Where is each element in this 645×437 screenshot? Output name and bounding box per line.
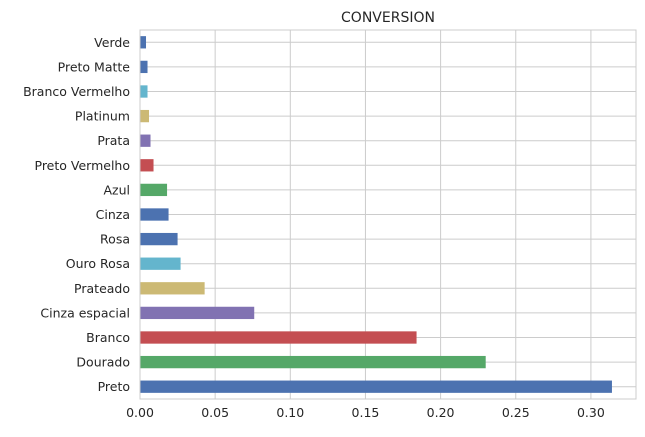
bar-preto-vermelho bbox=[140, 159, 154, 172]
x-tick-labels: 0.00 0.05 0.10 0.15 0.20 0.25 0.30 bbox=[126, 405, 605, 420]
y-tick-label: Platinum bbox=[75, 109, 130, 124]
bars-layer bbox=[140, 36, 612, 393]
bar-preto-matte bbox=[140, 60, 148, 74]
bar-platinum bbox=[140, 109, 150, 123]
bar-verde bbox=[140, 36, 147, 49]
y-tick-label: Preto Matte bbox=[58, 59, 131, 74]
bar-azul bbox=[140, 183, 168, 197]
y-tick-label: Prateado bbox=[74, 281, 130, 296]
bar-cinza bbox=[140, 208, 169, 221]
y-tick-label: Cinza espacial bbox=[40, 305, 130, 320]
x-tick-label: 0.15 bbox=[352, 405, 380, 420]
chart-title: CONVERSION bbox=[341, 10, 435, 26]
y-tick-label: Branco Vermelho bbox=[23, 84, 130, 99]
y-tick-label: Prata bbox=[97, 133, 130, 148]
bar-prata bbox=[140, 134, 151, 147]
y-tick-label: Preto Vermelho bbox=[35, 158, 131, 173]
x-tick-label: 0.25 bbox=[502, 405, 530, 420]
bar-preto bbox=[140, 380, 612, 393]
plot-frame bbox=[139, 29, 637, 400]
bar-prateado bbox=[140, 282, 205, 295]
bar-rosa bbox=[140, 232, 178, 246]
x-tick-label: 0.20 bbox=[427, 405, 455, 420]
y-tick-label: Dourado bbox=[76, 355, 130, 370]
y-tick-label: Verde bbox=[94, 35, 130, 50]
bar-ouro-rosa bbox=[140, 257, 181, 270]
bar-dourado bbox=[140, 355, 486, 369]
y-tick-label: Rosa bbox=[100, 232, 130, 247]
x-tick-label: 0.05 bbox=[201, 405, 229, 420]
x-tick-label: 0.00 bbox=[126, 405, 154, 420]
y-tick-label: Ouro Rosa bbox=[66, 256, 130, 271]
x-tick-label: 0.10 bbox=[276, 405, 304, 420]
y-tick-labels: Verde Preto Matte Branco Vermelho Platinum P… bbox=[23, 35, 130, 394]
bar-branco bbox=[140, 331, 417, 344]
bar-cinza-espacial bbox=[140, 306, 255, 320]
x-tick-label: 0.30 bbox=[577, 405, 605, 420]
y-tick-label: Branco bbox=[86, 330, 130, 345]
y-tick-label: Cinza bbox=[96, 207, 130, 222]
bar-branco-vermelho bbox=[140, 85, 148, 98]
y-tick-label: Azul bbox=[103, 182, 130, 197]
y-tick-label: Preto bbox=[98, 379, 130, 394]
